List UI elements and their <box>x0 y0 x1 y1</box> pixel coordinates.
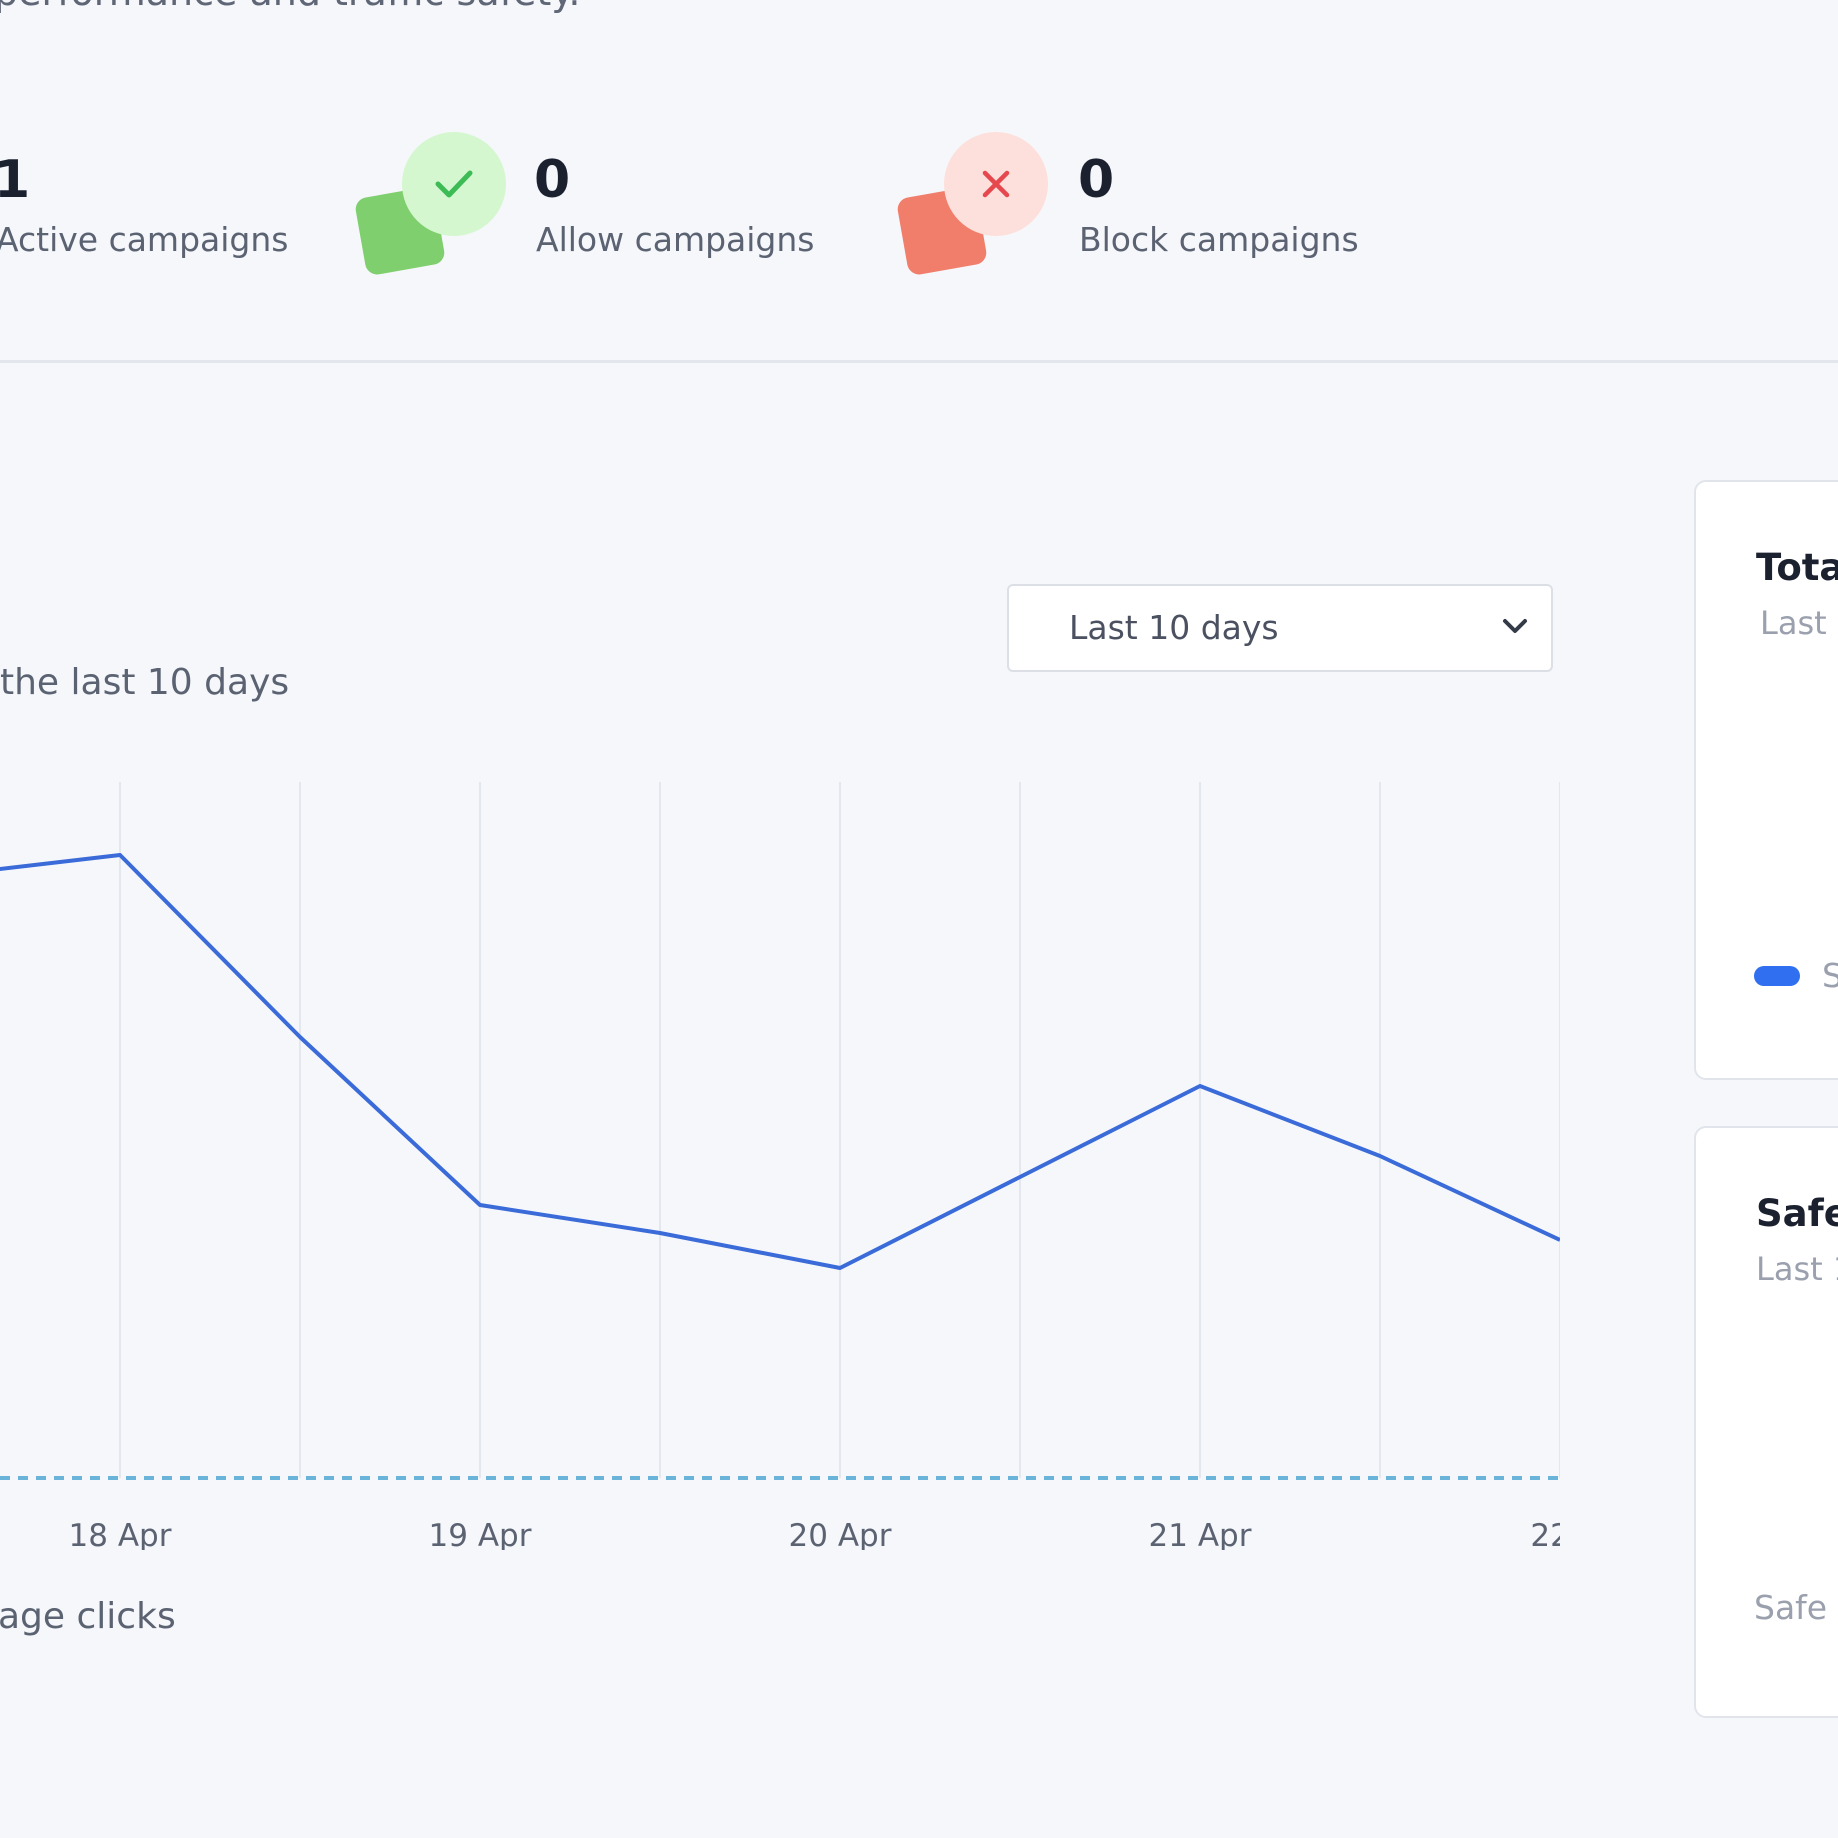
total-card-legend-swatch <box>1754 966 1800 986</box>
safe-card-title: Safe <box>1756 1192 1838 1235</box>
allow-campaigns-count: 0 <box>534 150 571 210</box>
safe-card: Safe Last 1 Safe <box>1694 1126 1838 1718</box>
total-card-legend-label: S <box>1822 956 1838 995</box>
chart-subtitle: the last 10 days <box>0 662 290 703</box>
active-campaigns-label: Active campaigns <box>0 220 289 259</box>
x-tick-label: 20 Apr <box>789 1518 892 1550</box>
chevron-down-icon <box>1503 619 1527 633</box>
active-campaigns-count: 1 <box>0 150 31 210</box>
allow-campaigns-icon <box>352 130 512 280</box>
x-tick-label: 19 Apr <box>429 1518 532 1550</box>
x-tick-label: 21 Apr <box>1149 1518 1252 1550</box>
x-tick-label: 18 Apr <box>69 1518 172 1550</box>
close-icon <box>982 170 1010 198</box>
page-description: performance and traffic safety. <box>0 0 580 14</box>
chart-axis-title: age clicks <box>0 1596 176 1637</box>
block-campaigns-icon <box>894 130 1054 280</box>
block-campaigns-label: Block campaigns <box>1079 220 1359 259</box>
total-card-subtitle: Last 1 <box>1760 604 1838 642</box>
total-card-title: Total <box>1756 546 1838 589</box>
chart-series-line <box>0 853 1560 1270</box>
total-card: Total Last 1 S <box>1694 480 1838 1080</box>
date-range-select[interactable]: Last 10 days <box>1007 584 1553 672</box>
date-range-select-value: Last 10 days <box>1069 608 1279 647</box>
safe-card-subtitle: Last 1 <box>1756 1250 1838 1288</box>
block-campaigns-count: 0 <box>1078 150 1115 210</box>
clicks-line-chart: 18 Apr 19 Apr 20 Apr 21 Apr 22 . <box>0 782 1560 1550</box>
safe-card-legend-label: Safe <box>1754 1588 1828 1627</box>
section-divider <box>0 360 1838 363</box>
allow-campaigns-label: Allow campaigns <box>536 220 815 259</box>
x-tick-label: 22 . <box>1530 1518 1560 1550</box>
check-icon <box>435 170 473 198</box>
